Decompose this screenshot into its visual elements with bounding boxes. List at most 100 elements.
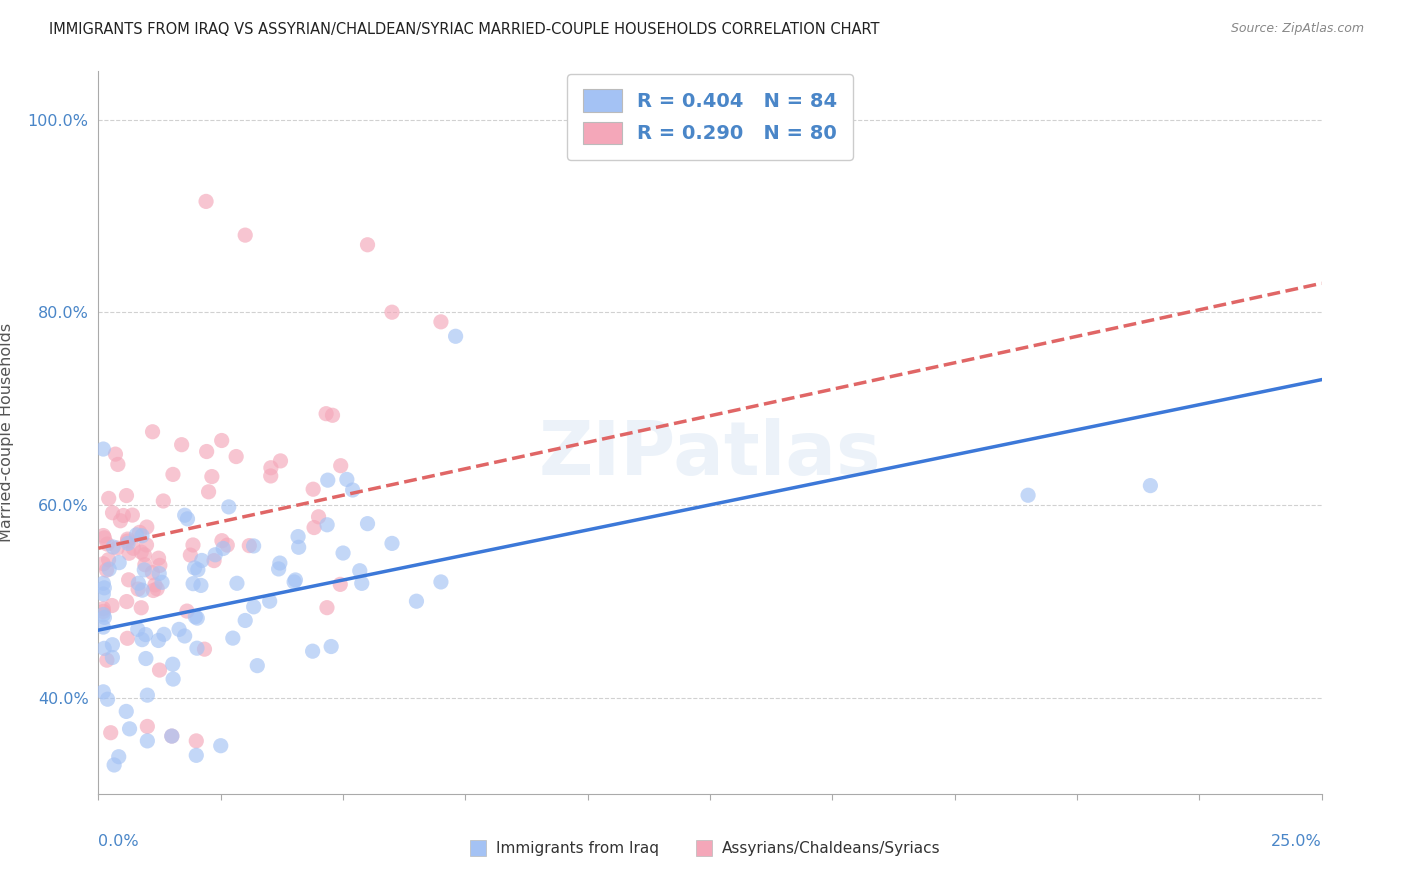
Point (430, 574, 453, 589)
Point (316, 600, 339, 615)
Point (127, 623, 149, 637)
Point (170, 438, 193, 452)
Point (342, 483, 364, 497)
Point (405, 594, 427, 608)
Text: IMMIGRANTS FROM IRAQ VS ASSYRIAN/CHALDEAN/SYRIAC MARRIED-COUPLE HOUSEHOLDS CORRE: IMMIGRANTS FROM IRAQ VS ASSYRIAN/CHALDEA… (49, 22, 880, 37)
Point (222, 631, 245, 645)
Point (135, 538, 157, 552)
Point (246, 658, 269, 673)
Point (117, 573, 139, 587)
Point (91, 601, 114, 615)
Point (98, 562, 121, 576)
Point (91, 587, 114, 601)
Point (93, 581, 115, 595)
Point (153, 627, 176, 641)
Point (283, 574, 305, 589)
Text: 25.0%: 25.0% (1271, 834, 1322, 848)
Point (134, 563, 156, 577)
Point (302, 520, 325, 534)
Point (321, 640, 343, 654)
Y-axis label: Married-couple Households: Married-couple Households (0, 323, 14, 542)
Point (131, 529, 153, 543)
Point (381, 305, 404, 319)
Point (115, 594, 138, 608)
Point (136, 688, 159, 702)
Point (186, 748, 208, 763)
Point (269, 556, 291, 570)
Point (110, 514, 132, 528)
Text: Source: ZipAtlas.com: Source: ZipAtlas.com (1230, 22, 1364, 36)
Point (204, 548, 226, 562)
Point (148, 633, 170, 648)
Point (176, 512, 198, 526)
Point (167, 623, 190, 637)
Point (112, 508, 135, 523)
Point (284, 573, 307, 587)
Point (225, 450, 247, 464)
Point (93, 531, 115, 545)
Point (118, 546, 141, 560)
Point (287, 530, 309, 544)
Point (127, 576, 149, 591)
Point (202, 553, 225, 567)
Point (381, 536, 404, 550)
Point (107, 458, 129, 472)
Point (197, 484, 219, 499)
Point (308, 509, 330, 524)
Point (91, 607, 114, 622)
Point (117, 534, 139, 549)
Point (91, 528, 114, 542)
Point (142, 583, 165, 598)
Point (93, 610, 115, 624)
Point (209, 739, 232, 753)
Point (184, 609, 207, 624)
Point (104, 447, 127, 461)
Point (91, 576, 114, 591)
Point (162, 672, 184, 686)
Point (97, 552, 120, 566)
Point (96, 563, 118, 577)
Point (96, 653, 118, 667)
Point (134, 558, 156, 572)
Point (260, 460, 283, 475)
Point (179, 548, 201, 562)
Point (148, 551, 170, 566)
Point (143, 578, 166, 592)
Point (259, 594, 281, 608)
Point (233, 228, 256, 243)
Point (115, 705, 138, 719)
Point (91, 620, 114, 634)
Point (96, 692, 118, 706)
Point (135, 627, 157, 641)
Point (269, 454, 291, 468)
Point (430, 315, 453, 329)
Point (287, 541, 309, 555)
Point (122, 541, 145, 556)
Point (187, 563, 209, 577)
Point (186, 641, 208, 656)
Point (131, 632, 153, 647)
Point (242, 539, 264, 553)
Point (173, 508, 195, 523)
Point (149, 558, 172, 573)
Point (129, 545, 152, 559)
Text: 0.0%: 0.0% (98, 834, 139, 848)
Point (186, 611, 208, 625)
Point (302, 482, 325, 496)
Point (141, 425, 163, 439)
Point (125, 528, 148, 542)
Point (444, 329, 467, 343)
Point (152, 494, 174, 508)
Point (115, 489, 138, 503)
Point (121, 508, 143, 522)
Point (260, 469, 283, 483)
Point (195, 194, 218, 209)
Point (135, 520, 157, 534)
Point (267, 562, 290, 576)
Point (101, 638, 124, 652)
Point (191, 553, 214, 567)
Point (321, 409, 343, 423)
Point (242, 599, 264, 614)
Text: Immigrants from Iraq: Immigrants from Iraq (496, 840, 659, 855)
Point (135, 651, 157, 665)
